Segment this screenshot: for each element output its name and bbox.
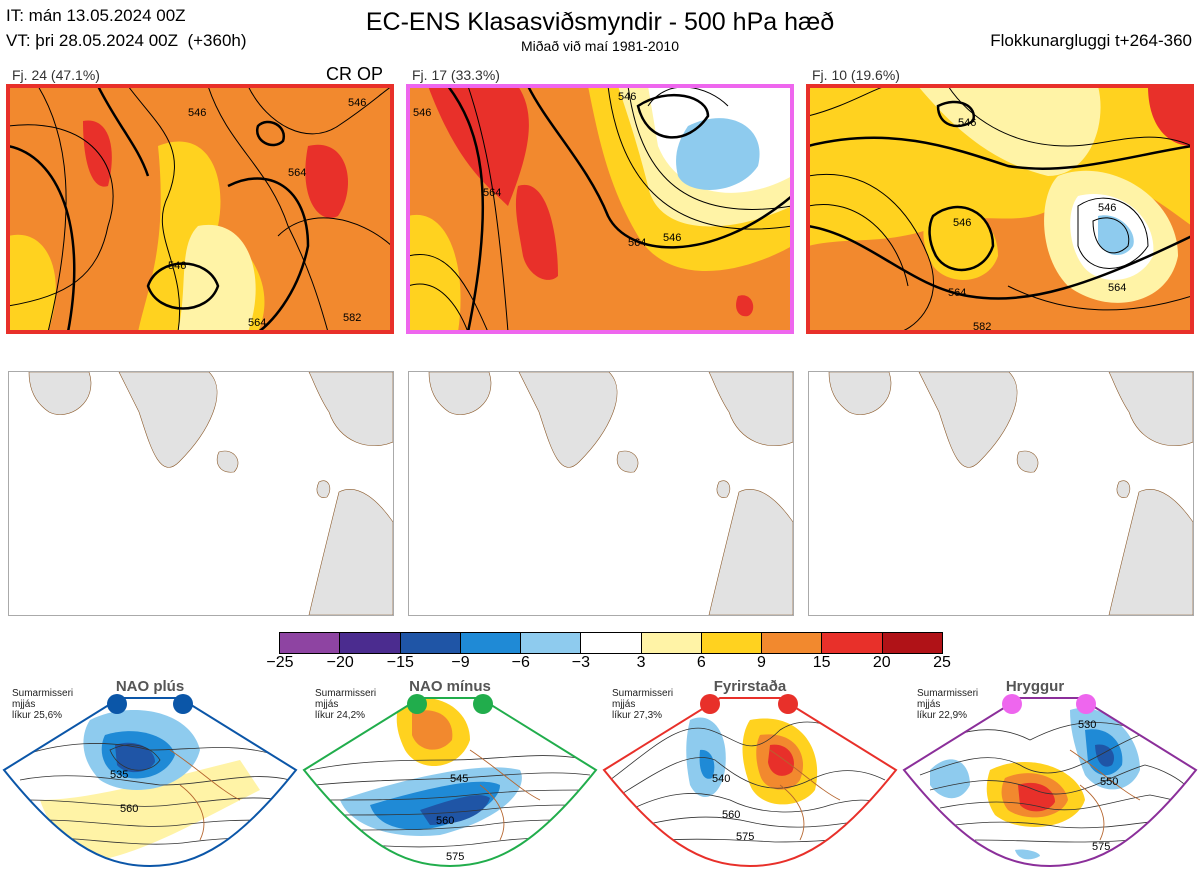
regime-contour-label: 575 [1092, 841, 1110, 853]
cluster-3-label: Fj. 10 (19.6%) [812, 67, 900, 83]
classification-window: Flokkunargluggi t+264-360 [990, 31, 1192, 50]
regime-3-dot-right [778, 694, 798, 714]
cluster-2-label: Fj. 17 (33.3%) [412, 67, 500, 83]
colorbar-swatch [881, 633, 942, 653]
regime-1-dot-right [173, 694, 193, 714]
cluster-3-map: 546 546 564 564 546 582 [808, 86, 1192, 332]
regime-4-note: Sumarmisseri mjjás líkur 22,9% [917, 688, 979, 721]
init-time: IT: mán 13.05.2024 00Z [6, 6, 186, 25]
regime-contour-label: 540 [712, 773, 730, 785]
empty-map-2 [408, 371, 794, 616]
cluster-3-contour-label: 546 [958, 117, 976, 129]
cluster-1-map: 546 564 546 564 582 546 [8, 86, 392, 332]
empty-map-3 [808, 371, 1194, 616]
valid-time: VT: þri 28.05.2024 00Z (+360h) [6, 31, 247, 50]
regime-1-title: NAO plús [115, 678, 185, 695]
cluster-1-contour-label: 582 [343, 312, 361, 324]
colorbar-swatch [700, 633, 762, 653]
cluster-3-contour-label: 564 [1108, 282, 1126, 294]
regime-2-dot-right [473, 694, 493, 714]
cluster-3-contour-label: 546 [1098, 202, 1116, 214]
regime-contour-label: 550 [1100, 776, 1118, 788]
colorbar-tick-label: 25 [933, 654, 951, 671]
regime-3-title: Fyrirstaða [713, 678, 787, 695]
regime-nao-minus: 545 560 575 [300, 690, 600, 871]
colorbar [279, 632, 943, 654]
cluster-1-tag: CR OP [326, 64, 384, 84]
page-subtitle: Miðað við maí 1981-2010 [521, 38, 679, 54]
cluster-1-contour-label: 546 [348, 97, 366, 109]
cluster-2-frame [406, 84, 794, 334]
regime-4-dot-right [1076, 694, 1096, 714]
colorbar-swatch [339, 633, 400, 653]
regime-4-dot-left [1002, 694, 1022, 714]
regime-2-note: Sumarmisseri mjjás líkur 24,2% [315, 688, 377, 721]
regime-1-dot-left [107, 694, 127, 714]
colorbar-tick-label: −20 [326, 654, 354, 671]
colorbar-swatch [580, 633, 641, 653]
colorbar-tick-label: −9 [451, 654, 470, 671]
colorbar-swatch [821, 633, 882, 653]
colorbar-tick-label: −15 [386, 654, 414, 671]
regime-3-dot-left [700, 694, 720, 714]
cluster-2-contour-label: 546 [618, 91, 636, 103]
regime-ridge: 530 550 575 [900, 690, 1200, 871]
colorbar-tick-label: 9 [757, 654, 766, 671]
regime-contour-label: 545 [450, 773, 468, 785]
cluster-1-frame [6, 84, 394, 334]
empty-map-1 [8, 371, 394, 616]
regime-contour-label: 535 [110, 769, 128, 781]
cluster-2-contour-label: 564 [483, 187, 501, 199]
regime-1-note: Sumarmisseri mjjás líkur 25,6% [12, 688, 74, 721]
regime-contour-label: 560 [722, 809, 740, 821]
regime-blocking: 540 560 575 [600, 690, 900, 871]
regime-contour-label: 530 [1078, 719, 1096, 731]
cluster-1-contour-label: 546 [168, 260, 186, 272]
cluster-3-contour-label: 546 [953, 217, 971, 229]
regime-contour-label: 560 [120, 803, 138, 815]
cluster-3-contour-label: 564 [948, 287, 966, 299]
cluster-2-map: 546 564 546 564 546 [408, 86, 792, 332]
cluster-2-contour-label: 546 [663, 232, 681, 244]
page-title: EC-ENS Klasasviðsmyndir - 500 hPa hæð [365, 8, 835, 36]
regime-4-title: Hryggur [1005, 678, 1065, 695]
regime-2-dot-left [407, 694, 427, 714]
regime-contour-label: 575 [446, 851, 464, 863]
colorbar-swatch [399, 633, 460, 653]
cluster-3-frame [806, 84, 1194, 334]
colorbar-swatch [280, 633, 340, 653]
regime-3-note: Sumarmisseri mjjás líkur 27,3% [612, 688, 674, 721]
colorbar-swatch [640, 633, 701, 653]
cluster-2-contour-label: 564 [628, 237, 646, 249]
regime-contour-label: 575 [736, 831, 754, 843]
cluster-1-label: Fj. 24 (47.1%) [12, 67, 100, 83]
colorbar-swatch [459, 633, 521, 653]
cluster-1-contour-label: 564 [248, 317, 266, 329]
cluster-2-contour-label: 546 [413, 107, 431, 119]
colorbar-tick-label: −3 [571, 654, 591, 671]
regime-contour-label: 560 [436, 815, 454, 827]
colorbar-swatch [761, 633, 822, 653]
colorbar-tick-label: −25 [266, 654, 294, 671]
colorbar-tick-label: −6 [511, 654, 530, 671]
colorbar-tick-label: 6 [696, 654, 706, 671]
cluster-1-contour-label: 546 [188, 107, 206, 119]
cluster-3-contour-label: 582 [973, 321, 991, 332]
colorbar-swatch [520, 633, 581, 653]
colorbar-tick-label: 15 [812, 654, 831, 671]
colorbar-tick-label: 3 [636, 654, 646, 671]
regime-nao-plus: 535 560 [0, 690, 300, 871]
colorbar-tick-label: 20 [872, 654, 891, 671]
regime-2-title: NAO mínus [409, 678, 491, 695]
cluster-1-contour-label: 564 [288, 167, 306, 179]
